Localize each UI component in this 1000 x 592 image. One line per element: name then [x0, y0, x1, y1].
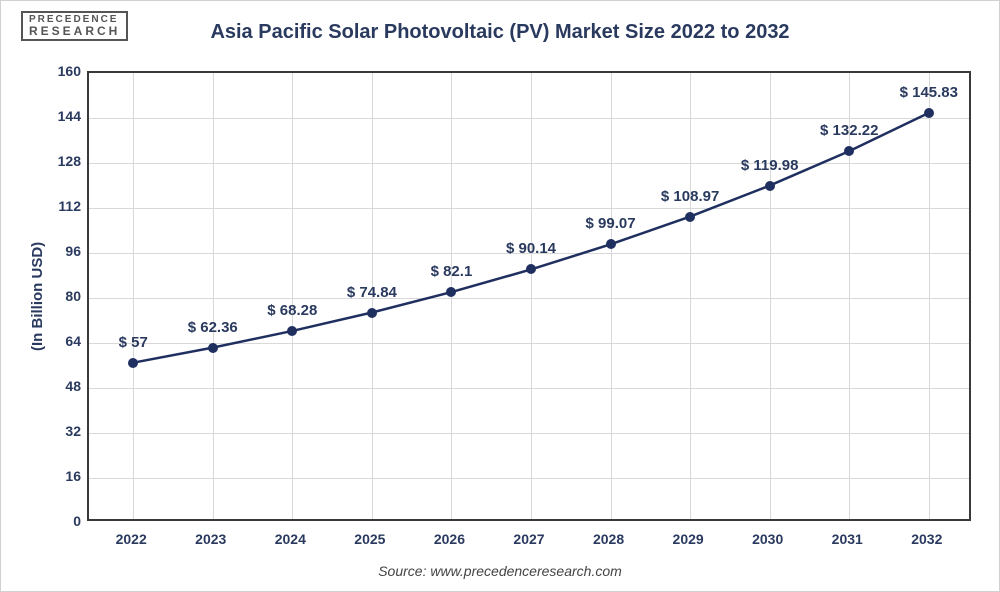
x-tick-label: 2030	[752, 531, 783, 547]
y-tick-label: 32	[65, 423, 81, 439]
data-point	[844, 146, 854, 156]
chart-plot-area: $ 57 $ 62.36 $ 68.28 $ 74.84 $ 82.1 $ 90.14 $ …	[87, 71, 971, 521]
data-point	[128, 358, 138, 368]
data-point-label: $ 145.83	[900, 84, 958, 101]
x-tick-label: 2023	[195, 531, 226, 547]
data-point	[208, 343, 218, 353]
y-tick-label: 144	[58, 108, 81, 124]
data-point-label: $ 99.07	[586, 215, 636, 232]
data-point-label: $ 90.14	[506, 240, 556, 257]
y-tick-label: 16	[65, 468, 81, 484]
y-tick-label: 128	[58, 153, 81, 169]
x-tick-label: 2031	[832, 531, 863, 547]
data-point	[685, 212, 695, 222]
y-tick-label: 64	[65, 333, 81, 349]
x-tick-label: 2025	[354, 531, 385, 547]
y-tick-label: 0	[73, 513, 81, 529]
chart-line	[89, 73, 973, 523]
chart-source: Source: www.precedenceresearch.com	[1, 563, 999, 579]
y-tick-label: 96	[65, 243, 81, 259]
y-tick-label: 80	[65, 288, 81, 304]
data-point-label: $ 132.22	[820, 122, 878, 139]
data-point-label: $ 57	[119, 334, 148, 351]
data-point	[526, 264, 536, 274]
data-point-label: $ 119.98	[741, 157, 799, 174]
x-tick-label: 2032	[911, 531, 942, 547]
x-tick-label: 2029	[673, 531, 704, 547]
x-tick-label: 2027	[513, 531, 544, 547]
y-tick-label: 112	[58, 198, 81, 214]
x-tick-label: 2022	[116, 531, 147, 547]
y-tick-label: 160	[58, 63, 81, 79]
x-tick-label: 2024	[275, 531, 306, 547]
data-point-label: $ 68.28	[267, 302, 317, 319]
y-tick-label: 48	[65, 378, 81, 394]
data-point	[924, 108, 934, 118]
data-point-label: $ 74.84	[347, 284, 397, 301]
data-point	[446, 287, 456, 297]
data-point	[367, 308, 377, 318]
chart-title: Asia Pacific Solar Photovoltaic (PV) Mar…	[1, 21, 999, 44]
x-tick-label: 2028	[593, 531, 624, 547]
x-tick-label: 2026	[434, 531, 465, 547]
data-point-label: $ 108.97	[661, 188, 719, 205]
data-point-label: $ 62.36	[188, 319, 238, 336]
y-axis-label: (In Billion USD)	[29, 242, 46, 351]
data-point	[765, 181, 775, 191]
data-point	[287, 326, 297, 336]
data-point	[606, 239, 616, 249]
data-point-label: $ 82.1	[431, 263, 473, 280]
